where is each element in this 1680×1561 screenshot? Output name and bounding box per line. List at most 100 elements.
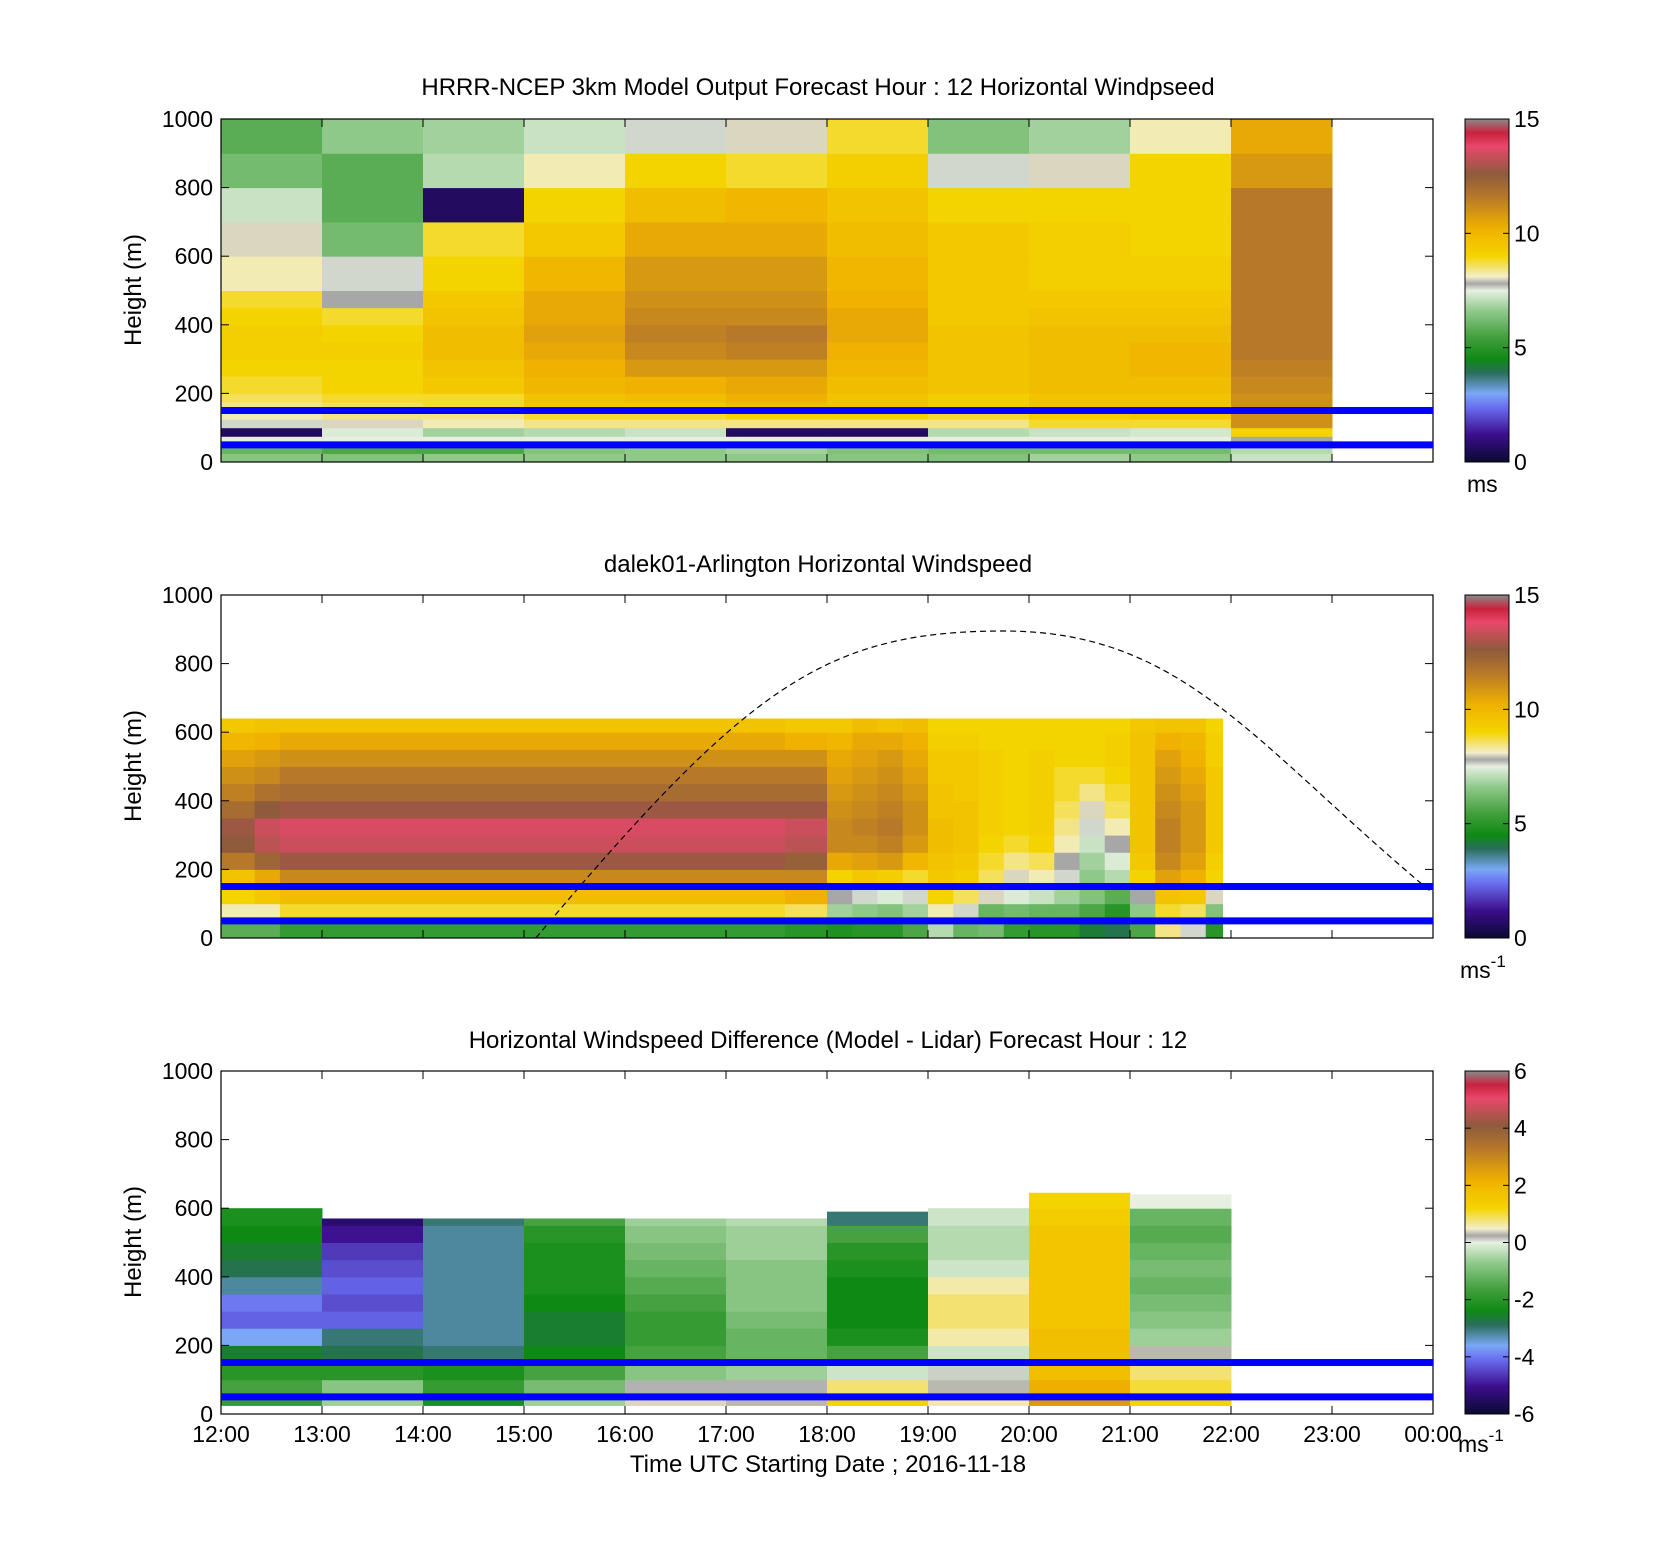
lidar-cell	[1029, 749, 1055, 767]
lidar-cell	[953, 869, 979, 888]
model-cell	[625, 453, 727, 463]
model-cell	[221, 324, 323, 343]
model-cell	[1231, 341, 1333, 360]
lidar-cell	[928, 920, 954, 939]
lidar-cell	[1029, 718, 1055, 733]
model-cell	[221, 187, 323, 223]
difference-cell	[221, 1259, 323, 1278]
model-cell	[221, 307, 323, 326]
lidar-cell	[928, 783, 954, 802]
lidar-cell	[852, 920, 878, 939]
model-cell	[221, 453, 323, 463]
lidar-cell	[1054, 749, 1080, 767]
lidar-cell	[1029, 783, 1055, 802]
lidar-cell	[827, 835, 853, 853]
lidar-cell	[928, 869, 954, 888]
model-cell	[827, 453, 929, 463]
lidar-cell	[1104, 732, 1131, 750]
x-tick-label: 21:00	[1101, 1421, 1159, 1447]
model-cell	[221, 427, 323, 437]
model-cell	[625, 393, 727, 403]
colorbar-tick-label: -4	[1514, 1344, 1535, 1370]
model-cell	[1231, 256, 1333, 291]
model-cell	[928, 119, 1030, 154]
difference-cell	[322, 1311, 424, 1329]
lidar-cell	[1155, 766, 1181, 785]
y-tick-label: 1000	[162, 106, 213, 132]
lidar-cell	[1054, 783, 1080, 802]
model-cell	[322, 453, 424, 463]
x-tick-label: 19:00	[899, 1421, 957, 1447]
lidar-cell	[1054, 869, 1080, 888]
model-cell	[827, 427, 929, 437]
difference-cell	[524, 1242, 626, 1261]
lidar-cell	[1029, 732, 1055, 750]
difference-cell	[928, 1345, 1030, 1364]
y-tick-label: 400	[175, 312, 213, 338]
difference-cell	[827, 1396, 929, 1406]
lidar-cell	[928, 749, 954, 767]
lidar-cell	[827, 718, 853, 733]
difference-cell	[928, 1328, 1030, 1346]
lidar-cell	[1104, 903, 1131, 922]
lidar-cell	[902, 869, 929, 888]
y-tick-label: 600	[175, 243, 213, 269]
lidar-cell	[978, 920, 1005, 939]
model-cell	[928, 153, 1030, 189]
model-cell	[322, 153, 424, 189]
model-cell	[1029, 324, 1131, 343]
lidar-cell	[1155, 749, 1181, 767]
model-cell	[1231, 453, 1333, 463]
panel-lidar-colorbar: 0 5 10 15 ms-1	[1460, 582, 1540, 983]
difference-cell	[221, 1242, 323, 1261]
lidar-cell	[279, 718, 786, 733]
panel-lidar-colorbar-gradient	[1464, 594, 1510, 939]
lidar-cell	[953, 903, 979, 922]
model-cell	[928, 376, 1030, 394]
lidar-cell	[1205, 869, 1224, 888]
model-cell	[928, 401, 1030, 412]
lidar-cell	[1155, 920, 1181, 939]
lidar-cell	[953, 749, 979, 767]
lidar-cell	[928, 718, 954, 733]
lidar-cell	[953, 920, 979, 939]
lidar-cell	[1104, 920, 1131, 939]
lidar-cell	[928, 903, 954, 922]
lidar-cell	[279, 766, 786, 785]
model-cell	[1029, 307, 1131, 326]
y-tick-label: 400	[175, 788, 213, 814]
model-cell	[928, 453, 1030, 463]
lidar-cell	[1003, 749, 1030, 767]
model-cell	[322, 436, 424, 446]
lidar-cell	[1155, 852, 1181, 870]
lidar-cell	[254, 835, 281, 853]
difference-cell	[221, 1396, 323, 1406]
lidar-cell	[1003, 783, 1030, 802]
lidar-cell	[1180, 766, 1207, 785]
lidar-cell	[1130, 749, 1156, 767]
lidar-cell	[1155, 783, 1181, 802]
lidar-cell	[1130, 732, 1156, 750]
lidar-cell	[953, 766, 979, 785]
panel-difference-reference-lines	[221, 1359, 1433, 1401]
lidar-cell	[1130, 835, 1156, 853]
lidar-cell	[1079, 903, 1106, 922]
lidar-cell	[1205, 903, 1224, 922]
model-cell	[625, 436, 727, 446]
model-cell	[221, 119, 323, 154]
panel-lidar-colorbar-unit: ms-1	[1460, 952, 1506, 983]
lidar-cell	[877, 732, 904, 750]
model-cell	[726, 401, 828, 412]
model-cell	[827, 307, 929, 326]
lidar-cell	[1180, 783, 1207, 802]
difference-cell	[726, 1218, 828, 1226]
model-cell	[1130, 307, 1232, 326]
model-cell	[423, 410, 525, 420]
model-cell	[1231, 401, 1333, 412]
lidar-cell	[1029, 920, 1055, 939]
difference-cell	[1029, 1345, 1131, 1364]
model-cell	[726, 419, 828, 429]
difference-cell	[322, 1396, 424, 1406]
lidar-cell	[1079, 817, 1106, 836]
